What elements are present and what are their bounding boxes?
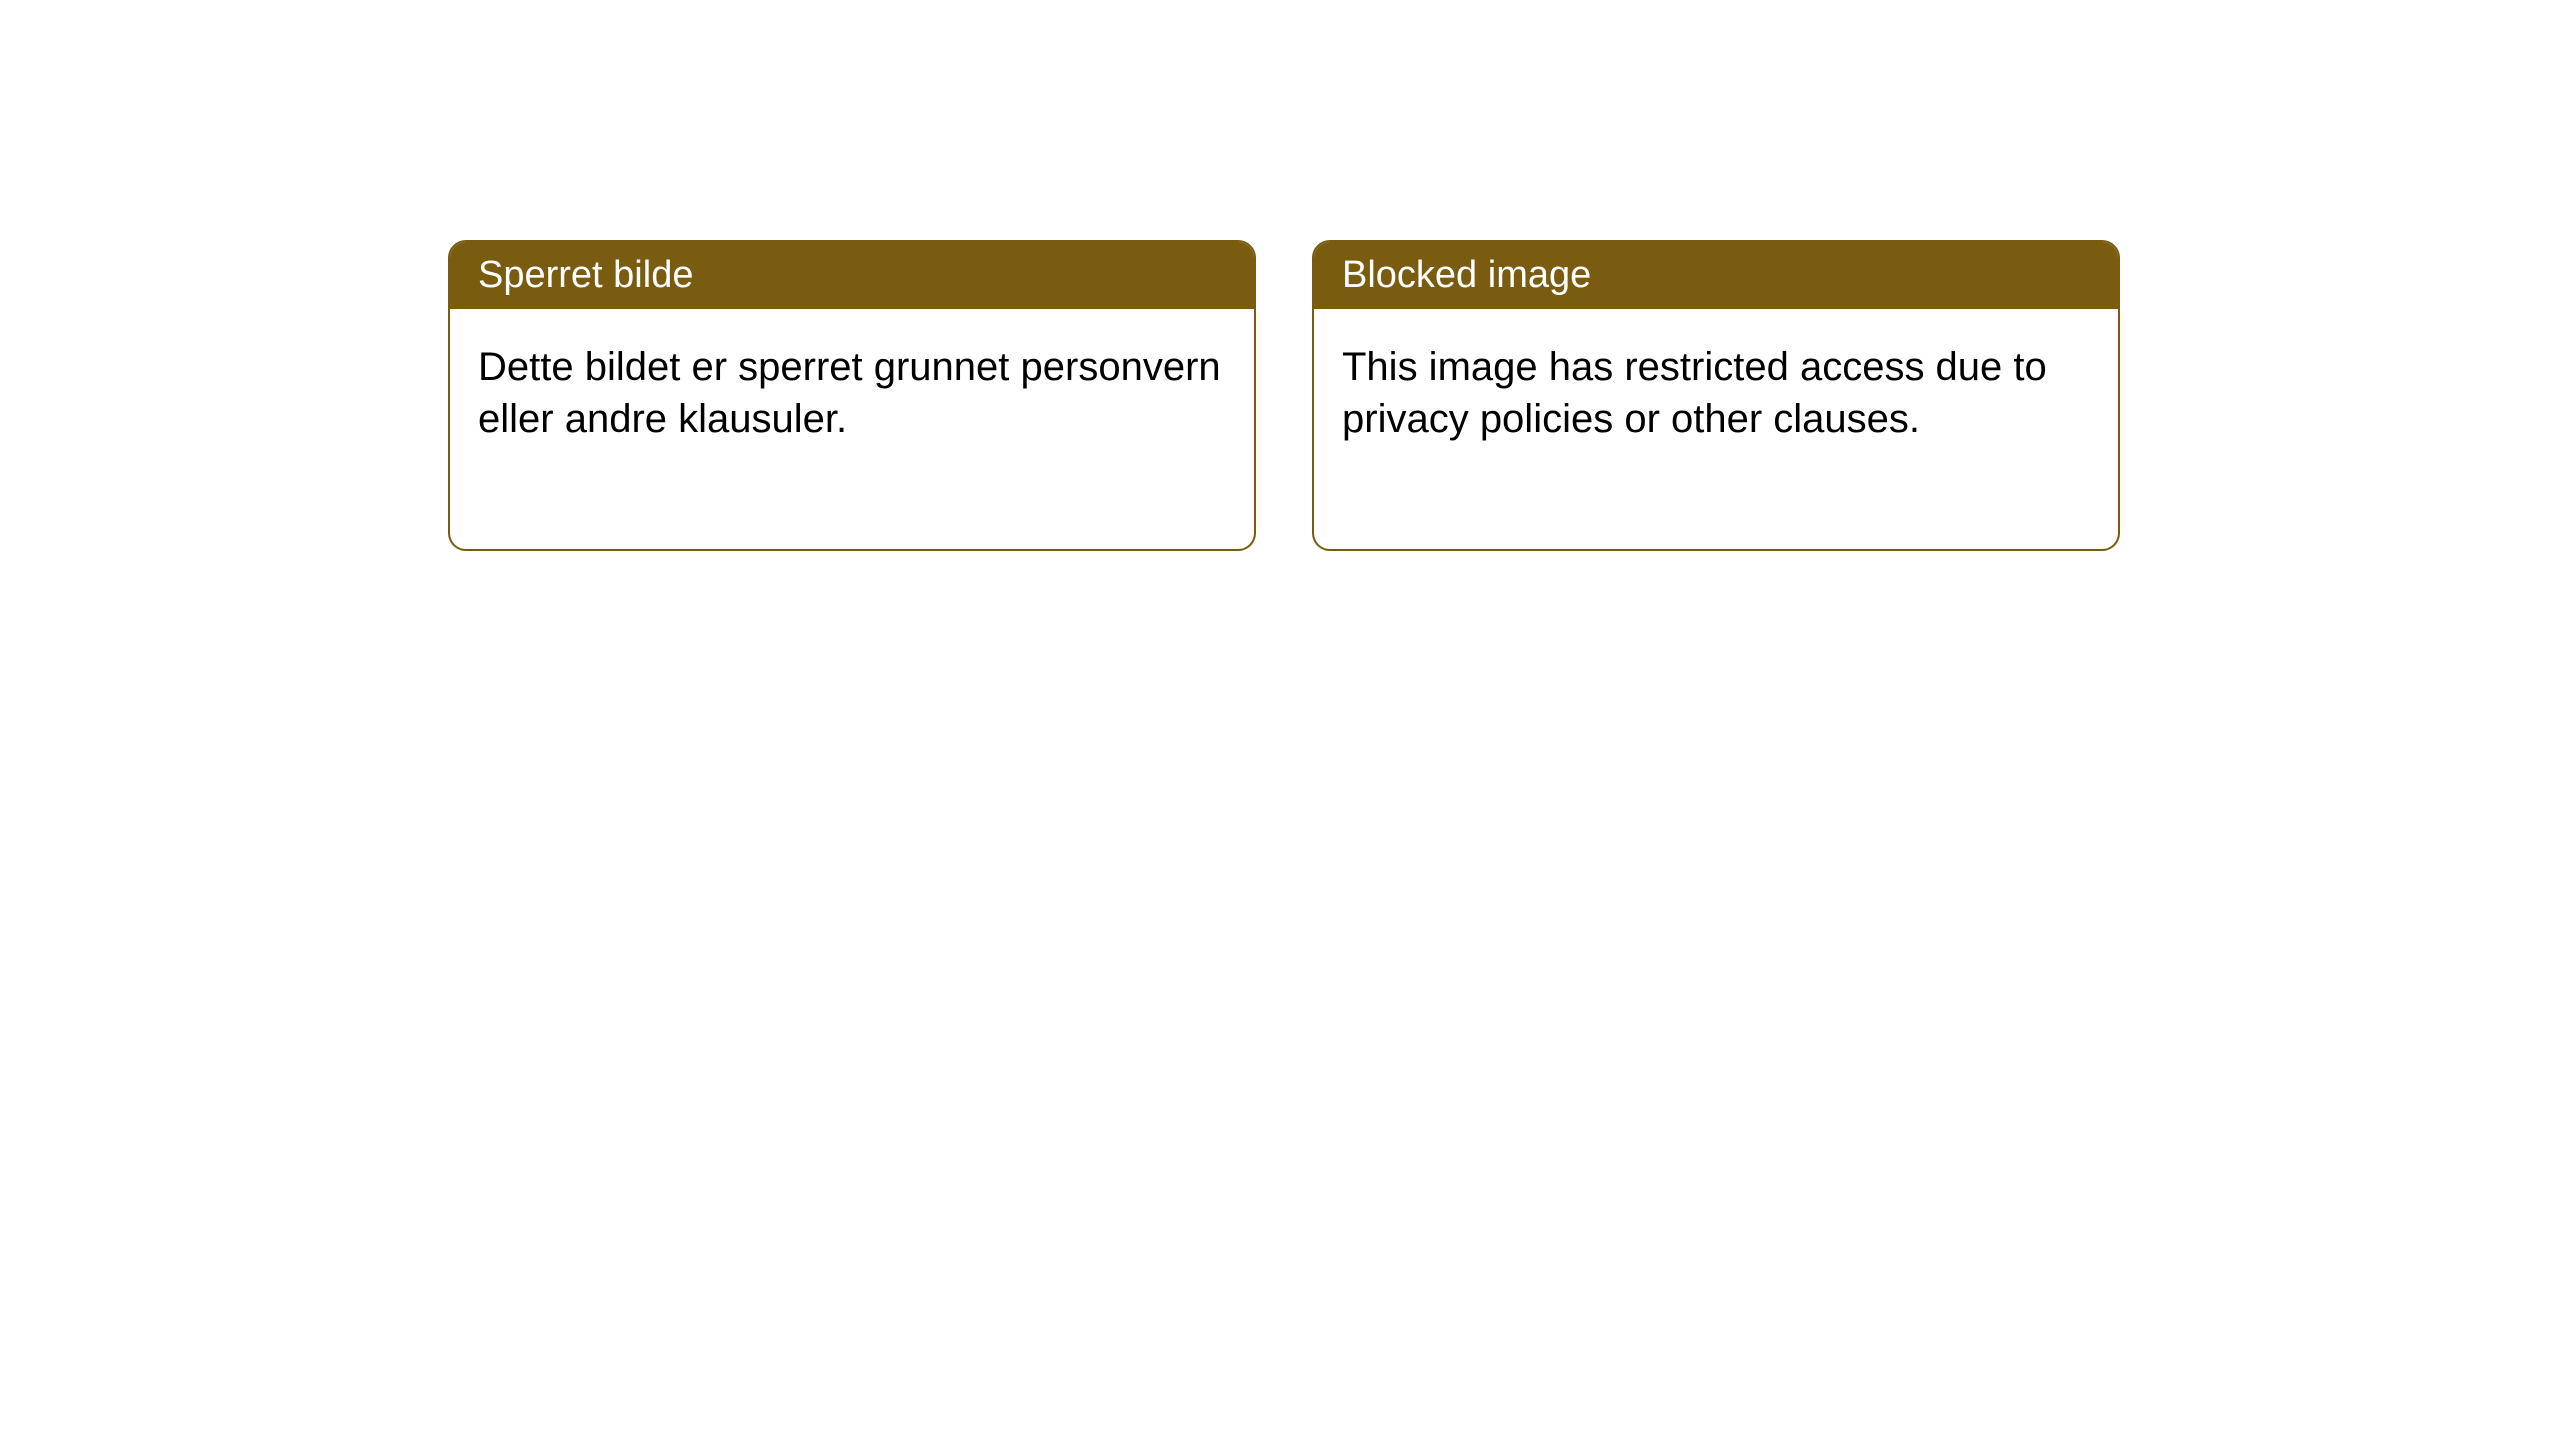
- notice-header-english: Blocked image: [1314, 242, 2118, 309]
- notice-header-norwegian: Sperret bilde: [450, 242, 1254, 309]
- notice-container: Sperret bilde Dette bildet er sperret gr…: [448, 240, 2120, 551]
- notice-body-english: This image has restricted access due to …: [1314, 309, 2118, 549]
- notice-card-english: Blocked image This image has restricted …: [1312, 240, 2120, 551]
- notice-card-norwegian: Sperret bilde Dette bildet er sperret gr…: [448, 240, 1256, 551]
- notice-body-norwegian: Dette bildet er sperret grunnet personve…: [450, 309, 1254, 549]
